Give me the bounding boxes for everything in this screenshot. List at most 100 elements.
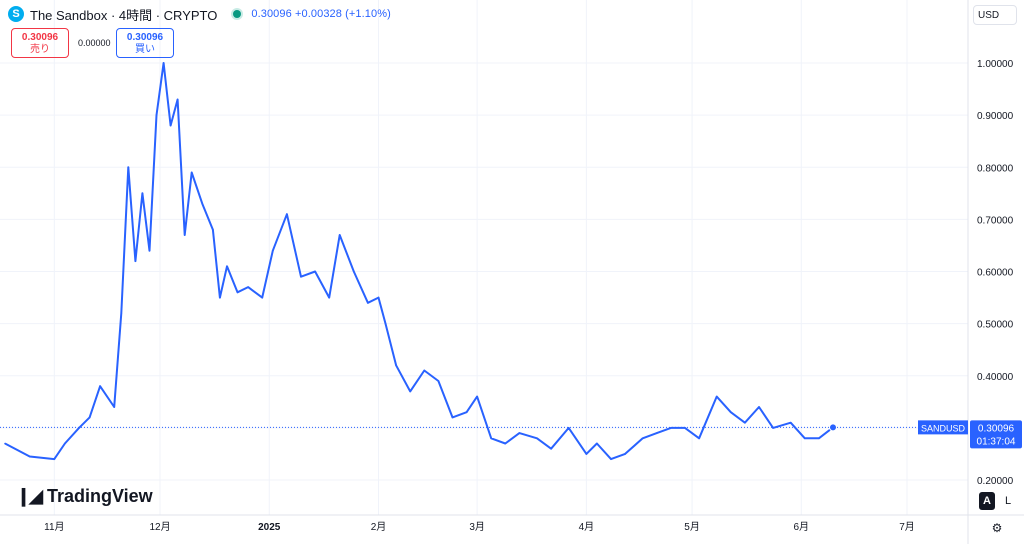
buy-label: 買い (135, 44, 155, 55)
chart-overlay: SANDUSD 0.30096 01:37:04 (0, 420, 1022, 449)
data-point (758, 406, 760, 408)
data-point (715, 395, 718, 398)
data-point (384, 322, 387, 325)
data-point (641, 437, 644, 440)
data-point (596, 442, 598, 445)
data-point (656, 432, 658, 434)
data-point (465, 411, 468, 414)
data-point (490, 437, 493, 440)
data-point (818, 437, 820, 440)
data-point (134, 260, 137, 262)
data-point (201, 202, 204, 205)
tradingview-mark-icon: ❙◢ (16, 486, 43, 506)
data-point (772, 427, 774, 429)
sell-price: 0.30096 (21, 32, 59, 43)
sell-button[interactable]: 0.30096 売り (11, 28, 69, 58)
data-point (476, 395, 478, 398)
y-tick-label: 1.00000 (977, 59, 1014, 70)
auto-scale-button[interactable]: A (979, 492, 995, 510)
data-point (300, 275, 302, 278)
sell-label: 売り (30, 44, 50, 55)
chart-series (4, 62, 834, 461)
price-change-readout: 0.30096 +0.00328 (+1.10%) (251, 8, 391, 20)
data-point (314, 270, 316, 273)
last-price-label: 0.30096 (978, 423, 1015, 434)
x-tick-label: 6月 (794, 521, 810, 533)
data-point (585, 453, 588, 455)
data-point (4, 442, 6, 445)
data-point (64, 442, 66, 445)
data-point (328, 296, 330, 299)
data-point (698, 437, 700, 440)
settings-gear-icon[interactable]: ⚙ (991, 521, 1003, 535)
data-point (53, 458, 56, 460)
data-point (169, 124, 172, 127)
data-point (377, 296, 380, 299)
y-tick-label: 0.60000 (977, 268, 1014, 279)
data-point (261, 296, 264, 299)
data-point (804, 437, 806, 440)
y-tick-label: 0.20000 (977, 476, 1014, 487)
data-point (395, 364, 397, 367)
x-tick-label: 11月 (44, 521, 64, 533)
data-point (518, 432, 521, 434)
x-tick-label: 3月 (469, 521, 485, 533)
data-point (789, 421, 792, 424)
last-price-label-bg (970, 420, 1022, 449)
x-tick-label: 12月 (149, 521, 170, 533)
data-point (190, 171, 193, 174)
symbol-title[interactable]: The Sandbox · 4時間 · CRYPTO (30, 7, 218, 23)
spread-value: 0.00000 (78, 38, 111, 48)
data-point (183, 234, 186, 236)
data-point (28, 455, 31, 458)
data-point (271, 249, 274, 252)
log-scale-button[interactable]: L (1004, 495, 1012, 507)
y-tick-label: 0.50000 (977, 320, 1014, 331)
data-point (176, 98, 179, 101)
brand-name: TradingView (46, 486, 153, 506)
y-tick-label: 0.80000 (977, 163, 1014, 174)
data-point (212, 229, 214, 231)
data-point (504, 442, 507, 445)
currency-select[interactable]: USD (973, 5, 1017, 25)
data-point (148, 249, 151, 252)
sandbox-logo-icon: S (8, 6, 24, 22)
data-point (437, 380, 440, 382)
countdown-label: 01:37:04 (977, 436, 1016, 447)
tradingview-logo[interactable]: ❙◢ TradingView (16, 486, 153, 507)
data-point (219, 296, 221, 299)
data-point (127, 166, 130, 169)
data-point (236, 291, 239, 294)
data-point (367, 301, 369, 304)
data-point (155, 114, 158, 116)
price-line (4, 62, 834, 461)
x-tick-label: 5月 (684, 521, 700, 533)
data-point (670, 427, 672, 429)
data-point (247, 286, 249, 288)
buy-button[interactable]: 0.30096 買い (116, 28, 174, 58)
last-price-marker (829, 423, 837, 432)
data-point (730, 411, 732, 414)
data-point (353, 270, 355, 273)
y-tick-label: 0.70000 (977, 215, 1014, 226)
y-tick-label: 0.40000 (977, 372, 1014, 383)
symbol-label-bg (918, 420, 968, 435)
x-tick-label: 7月 (899, 521, 915, 533)
data-point (624, 453, 626, 455)
data-point (550, 447, 552, 450)
data-point (423, 369, 426, 372)
data-point (451, 416, 454, 419)
symbol-header[interactable]: S The Sandbox · 4時間 · CRYPTO 0.30096 +0.… (8, 4, 391, 24)
data-point (226, 265, 228, 268)
data-point (141, 192, 144, 195)
x-tick-label: 4月 (579, 521, 595, 533)
data-point (99, 385, 101, 387)
data-point (536, 437, 538, 440)
x-tick-label: 2025 (258, 522, 281, 533)
data-point (88, 416, 91, 419)
market-status-icon[interactable] (233, 10, 242, 18)
data-point (744, 421, 746, 424)
data-point (113, 406, 116, 408)
y-tick-label: 0.90000 (977, 111, 1014, 122)
